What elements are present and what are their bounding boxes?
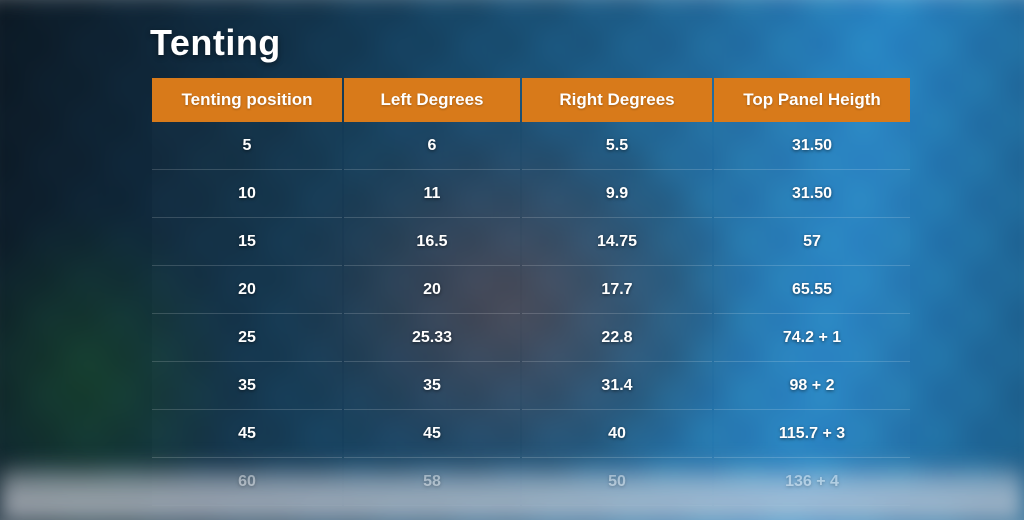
- table-cell: 45: [344, 410, 520, 458]
- table-row: 10119.931.50: [152, 170, 910, 218]
- table-cell: 45: [152, 410, 342, 458]
- table-cell: 16.5: [344, 218, 520, 266]
- table-cell: 14.75: [522, 218, 712, 266]
- table-row: 2525.3322.874.2 + 1: [152, 314, 910, 362]
- table-cell: 35: [152, 362, 342, 410]
- table-cell: 20: [152, 266, 342, 314]
- table-row: 565.531.50: [152, 122, 910, 170]
- table-cell: 31.4: [522, 362, 712, 410]
- col-header-left-degrees: Left Degrees: [344, 78, 520, 122]
- table-cell: 25: [152, 314, 342, 362]
- table-cell: 22.8: [522, 314, 712, 362]
- table-cell: 5.5: [522, 122, 712, 170]
- table-cell: 20: [344, 266, 520, 314]
- table-cell: 50: [522, 458, 712, 506]
- table-cell: 9.9: [522, 170, 712, 218]
- table-cell: 74.2 + 1: [714, 314, 910, 362]
- table-cell: 25.33: [344, 314, 520, 362]
- overlay-content: Tenting Tenting position Left Degrees Ri…: [0, 0, 1024, 520]
- table-cell: 136 + 4: [714, 458, 910, 506]
- table-cell: 15: [152, 218, 342, 266]
- table-row: 605850136 + 4: [152, 458, 910, 506]
- table-cell: 31.50: [714, 122, 910, 170]
- table-cell: 57: [714, 218, 910, 266]
- table-cell: 65.55: [714, 266, 910, 314]
- table-row: 454540115.7 + 3: [152, 410, 910, 458]
- table-cell: 98 + 2: [714, 362, 910, 410]
- tenting-table: Tenting position Left Degrees Right Degr…: [150, 78, 912, 506]
- table-cell: 17.7: [522, 266, 712, 314]
- table-row: 202017.765.55: [152, 266, 910, 314]
- table-row: 1516.514.7557: [152, 218, 910, 266]
- table-cell: 35: [344, 362, 520, 410]
- table-cell: 5: [152, 122, 342, 170]
- table-cell: 115.7 + 3: [714, 410, 910, 458]
- col-header-tenting-position: Tenting position: [152, 78, 342, 122]
- table-header-row: Tenting position Left Degrees Right Degr…: [152, 78, 910, 122]
- page-title: Tenting: [150, 22, 1024, 64]
- col-header-right-degrees: Right Degrees: [522, 78, 712, 122]
- table-cell: 60: [152, 458, 342, 506]
- table-cell: 58: [344, 458, 520, 506]
- col-header-top-panel-height: Top Panel Heigth: [714, 78, 910, 122]
- table-cell: 40: [522, 410, 712, 458]
- table-cell: 6: [344, 122, 520, 170]
- table-body: 565.531.5010119.931.501516.514.755720201…: [152, 122, 910, 506]
- table-cell: 11: [344, 170, 520, 218]
- table-cell: 10: [152, 170, 342, 218]
- table-cell: 31.50: [714, 170, 910, 218]
- table-row: 353531.498 + 2: [152, 362, 910, 410]
